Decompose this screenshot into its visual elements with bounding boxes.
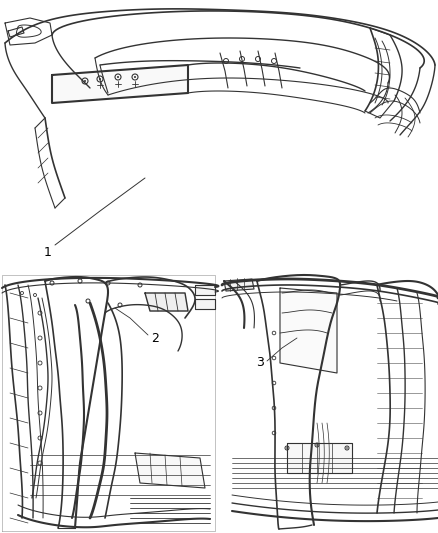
Polygon shape (135, 453, 205, 488)
Polygon shape (195, 285, 215, 295)
Circle shape (346, 447, 348, 449)
Circle shape (117, 76, 119, 78)
Text: 3: 3 (256, 357, 264, 369)
Polygon shape (287, 443, 352, 473)
Circle shape (134, 76, 136, 78)
Circle shape (316, 444, 318, 446)
Polygon shape (52, 65, 188, 103)
Text: 1: 1 (44, 246, 52, 259)
Text: 2: 2 (151, 332, 159, 344)
Polygon shape (195, 299, 215, 309)
Polygon shape (145, 293, 188, 311)
Circle shape (84, 80, 86, 82)
Circle shape (286, 447, 288, 449)
Circle shape (99, 78, 101, 80)
Polygon shape (8, 27, 24, 37)
Polygon shape (280, 288, 337, 373)
Polygon shape (224, 279, 254, 291)
